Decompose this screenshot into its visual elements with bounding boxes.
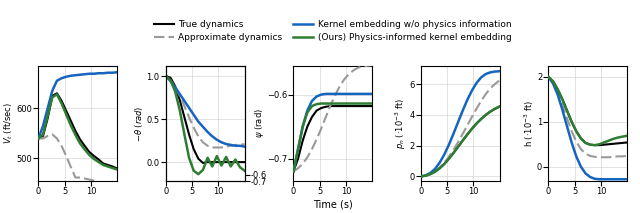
Legend: True dynamics, Approximate dynamics, Kernel embedding w/o physics information, (: True dynamics, Approximate dynamics, Ker… <box>154 20 511 42</box>
Y-axis label: $\psi$ (rad): $\psi$ (rad) <box>253 108 266 138</box>
Y-axis label: $p_n$ $(· 10^{-3}$ ft$)$: $p_n$ $(· 10^{-3}$ ft$)$ <box>394 98 408 149</box>
Y-axis label: $V_t$ (ft/sec): $V_t$ (ft/sec) <box>3 102 15 144</box>
X-axis label: Time (s): Time (s) <box>313 199 353 209</box>
Y-axis label: $-\theta$ $(rad)$: $-\theta$ $(rad)$ <box>133 105 145 142</box>
Y-axis label: h $(· 10^{-3}$ ft$)$: h $(· 10^{-3}$ ft$)$ <box>522 100 536 147</box>
